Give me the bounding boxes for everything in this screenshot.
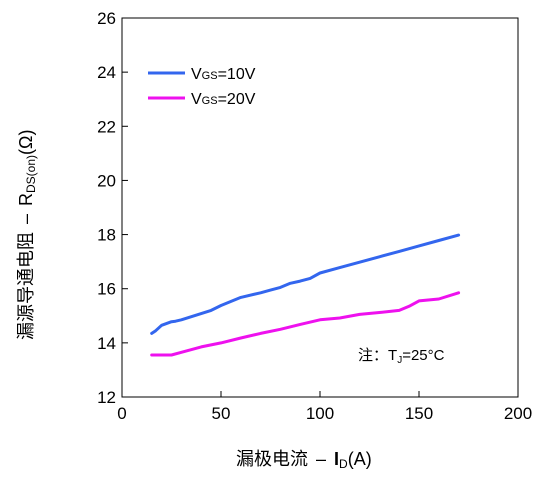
y-tick-label: 16 <box>97 280 116 299</box>
x-tick-label: 0 <box>117 404 126 423</box>
y-tick-label: 20 <box>97 171 116 190</box>
legend-label-vgs20: VGS=20V <box>191 91 256 108</box>
plot-frame <box>121 17 519 398</box>
x-tick-label: 150 <box>405 404 433 423</box>
y-tick-label: 22 <box>97 117 116 136</box>
x-tick-label: 200 <box>504 404 532 423</box>
legend-label-vgs10: VGS=10V <box>191 66 256 83</box>
x-tick-label: 100 <box>306 404 334 423</box>
legend: VGS=10V VGS=20V <box>148 66 256 108</box>
x-tick-label: 50 <box>212 404 231 423</box>
axis-ticks: 0 50 100 150 200 12 14 16 18 20 22 24 26 <box>97 9 532 423</box>
series-line-vgs20 <box>150 291 461 357</box>
y-tick-label: 12 <box>97 388 116 407</box>
y-tick-label: 18 <box>97 226 116 245</box>
series-layer <box>150 233 461 357</box>
y-tick-label: 26 <box>97 9 116 28</box>
plot-area-border <box>121 17 519 398</box>
y-axis-label: 漏源导通电阻–RDS(on)(Ω) <box>16 130 38 340</box>
x-axis-label: 漏极电流 – ID(A) <box>236 449 372 471</box>
y-tick-label: 14 <box>97 334 116 353</box>
y-tick-label: 24 <box>97 63 116 82</box>
series-line-vgs10 <box>150 233 461 335</box>
temperature-annotation: 注：TJ=25°C <box>358 346 445 366</box>
